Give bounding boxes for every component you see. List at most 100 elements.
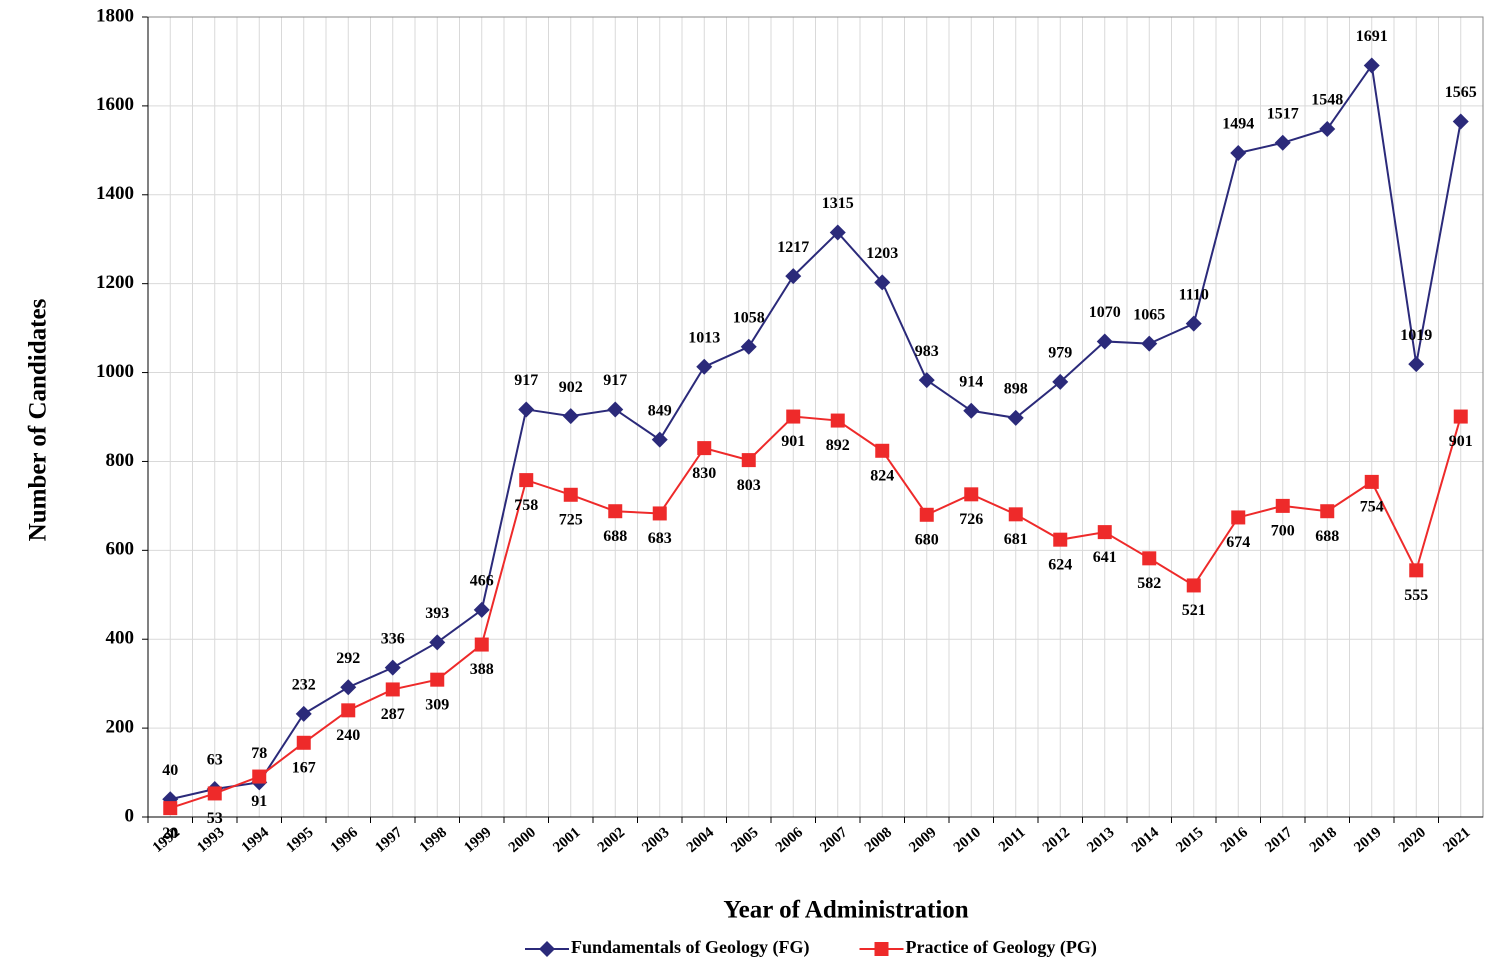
point <box>830 413 845 428</box>
data-label: 803 <box>737 477 761 494</box>
data-label: 1517 <box>1267 105 1299 122</box>
data-label: 1013 <box>688 329 720 346</box>
data-label: 78 <box>251 745 267 762</box>
y-tick-label: 200 <box>106 716 135 737</box>
legend-label: Fundamentals of Geology (FG) <box>571 937 810 958</box>
point <box>1185 315 1202 332</box>
point <box>163 801 178 816</box>
point <box>1275 498 1290 513</box>
data-label: 1058 <box>733 309 765 326</box>
data-label: 683 <box>648 530 672 547</box>
x-tick-label: 2019 <box>1351 824 1384 856</box>
data-label: 917 <box>603 372 627 389</box>
point <box>207 786 222 801</box>
point <box>963 402 980 419</box>
data-label: 726 <box>959 511 983 528</box>
data-label: 466 <box>470 573 494 590</box>
y-tick-label: 1000 <box>96 361 134 382</box>
point <box>919 507 934 522</box>
data-label: 901 <box>781 433 805 450</box>
point <box>1142 551 1157 566</box>
data-label: 754 <box>1360 499 1384 516</box>
data-label: 641 <box>1093 549 1117 566</box>
x-tick-label: 1995 <box>283 824 316 856</box>
point <box>741 453 756 468</box>
point <box>1141 335 1158 352</box>
point <box>607 401 624 418</box>
x-tick-label: 2013 <box>1084 824 1117 856</box>
x-tick-label: 2006 <box>773 824 807 856</box>
x-tick-label: 2003 <box>639 824 672 856</box>
point <box>384 659 401 676</box>
y-axis-title: Number of Candidates <box>25 298 52 541</box>
data-label: 902 <box>559 379 583 396</box>
point <box>786 409 801 424</box>
data-label: 388 <box>470 661 494 678</box>
point <box>1097 525 1112 540</box>
point <box>652 506 667 521</box>
data-label: 1065 <box>1133 306 1165 323</box>
point <box>785 268 802 285</box>
data-label: 674 <box>1226 534 1250 551</box>
data-label: 336 <box>381 630 405 647</box>
data-label: 681 <box>1004 531 1028 548</box>
x-tick-label: 2005 <box>728 824 761 856</box>
y-tick-label: 1400 <box>96 183 134 204</box>
data-label: 1110 <box>1179 286 1209 303</box>
x-tick-label: 2015 <box>1173 824 1206 856</box>
data-label: 624 <box>1048 556 1072 573</box>
x-tick-label: 1997 <box>372 824 406 856</box>
point <box>1008 507 1023 522</box>
point <box>429 634 446 651</box>
point <box>296 735 311 750</box>
x-tick-label: 2021 <box>1440 824 1473 856</box>
data-label: 892 <box>826 437 850 454</box>
data-label: 680 <box>915 531 939 548</box>
point <box>518 401 535 418</box>
data-label: 1070 <box>1089 304 1121 321</box>
data-label: 849 <box>648 402 672 419</box>
data-label: 979 <box>1048 345 1072 362</box>
x-tick-label: 2010 <box>951 824 984 856</box>
point <box>563 487 578 502</box>
point <box>651 431 668 448</box>
data-label: 1217 <box>777 239 809 256</box>
data-label: 688 <box>1315 528 1339 545</box>
y-tick-label: 1600 <box>96 94 134 115</box>
point <box>875 443 890 458</box>
x-tick-label: 2018 <box>1307 824 1340 856</box>
point <box>1274 134 1291 151</box>
data-label: 725 <box>559 511 583 528</box>
x-tick-label: 2011 <box>996 824 1029 855</box>
point <box>964 487 979 502</box>
point <box>740 338 757 355</box>
series-line <box>169 415 1462 810</box>
point <box>252 769 267 784</box>
data-label: 167 <box>292 759 316 776</box>
data-label: 758 <box>514 497 538 514</box>
data-label: 688 <box>603 528 627 545</box>
point <box>1408 356 1425 373</box>
data-label: 63 <box>207 752 223 769</box>
point <box>829 224 846 241</box>
data-label: 1203 <box>866 245 898 262</box>
data-label: 1565 <box>1445 84 1477 101</box>
data-label: 917 <box>514 372 538 389</box>
y-tick-label: 0 <box>125 805 135 826</box>
x-tick-label: 2014 <box>1129 824 1163 856</box>
point <box>1053 532 1068 547</box>
data-label: 287 <box>381 706 405 723</box>
point <box>1452 113 1469 130</box>
point <box>1231 510 1246 525</box>
data-label: 292 <box>336 650 360 667</box>
data-label: 91 <box>251 793 267 810</box>
x-tick-label: 1996 <box>328 824 362 856</box>
point <box>295 705 312 722</box>
point <box>1230 145 1247 161</box>
point <box>341 703 356 718</box>
x-tick-label: 1999 <box>461 824 494 856</box>
legend-marker <box>874 942 889 956</box>
data-label: 309 <box>425 696 449 713</box>
series: 40 63 78 232 292 336 393 466 917 902 917 849 1013 105… <box>162 28 1477 808</box>
data-label: 824 <box>870 467 894 484</box>
